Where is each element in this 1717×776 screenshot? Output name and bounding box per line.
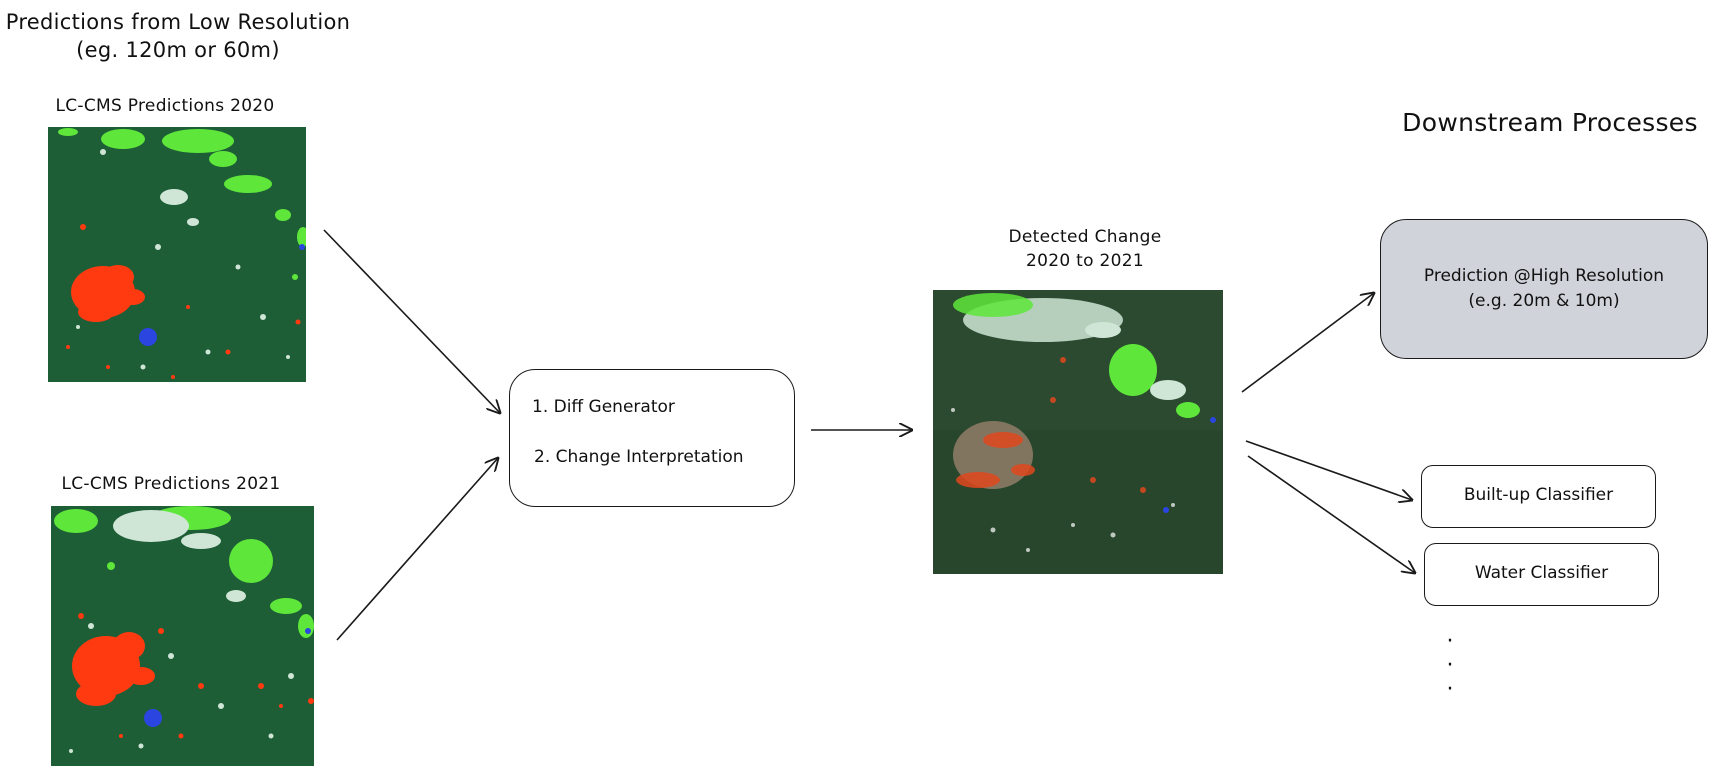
change-map-label-line1: Detected Change [1008,227,1162,247]
high-res-line1: Prediction @High Resolution [1423,266,1665,286]
map-2021-label: LC-CMS Predictions 2021 [61,474,281,494]
detected-change-satellite-image [933,290,1223,574]
process-box: 1. Diff Generator 2. Change Interpretati… [509,369,795,507]
water-classifier-box: Water Classifier [1424,543,1659,606]
process-step-diff-generator: 1. Diff Generator [532,397,675,417]
arrow-change-to-water [1247,455,1415,573]
arrow-change-to-high-res [1241,293,1374,393]
map-2020 [48,127,306,382]
change-map-label: Detected Change 2020 to 2021 [950,225,1220,273]
left-section-title: Predictions from Low Resolution (eg. 120… [0,8,356,64]
more-classifiers-ellipsis: · · · [1440,630,1460,702]
arrow-2021-to-process [336,458,498,641]
process-step-change-interpretation: 2. Change Interpretation [534,447,744,467]
ellipsis-dot: · [1446,653,1454,678]
map-2020-label: LC-CMS Predictions 2020 [55,96,275,116]
change-map [933,290,1223,574]
ellipsis-dot: · [1446,629,1454,654]
arrow-change-to-builtup [1245,440,1412,500]
high-res-prediction-box: Prediction @High Resolution (e.g. 20m & … [1380,219,1708,359]
arrow-2020-to-process [323,229,500,413]
builtup-classifier-box: Built-up Classifier [1421,465,1656,528]
map-2021 [51,506,314,766]
downstream-title: Downstream Processes [1402,108,1698,137]
left-section-title-line2: (eg. 120m or 60m) [76,38,280,62]
water-classifier-label: Water Classifier [1474,563,1609,583]
land-cover-map-2021-image [51,506,314,766]
change-map-label-line2: 2020 to 2021 [1025,251,1144,271]
high-res-line2: (e.g. 20m & 10m) [1468,291,1620,311]
ellipsis-dot: · [1446,677,1454,702]
left-section-title-line1: Predictions from Low Resolution [5,10,351,34]
land-cover-map-2020-image [48,127,306,382]
builtup-classifier-label: Built-up Classifier [1463,485,1614,505]
